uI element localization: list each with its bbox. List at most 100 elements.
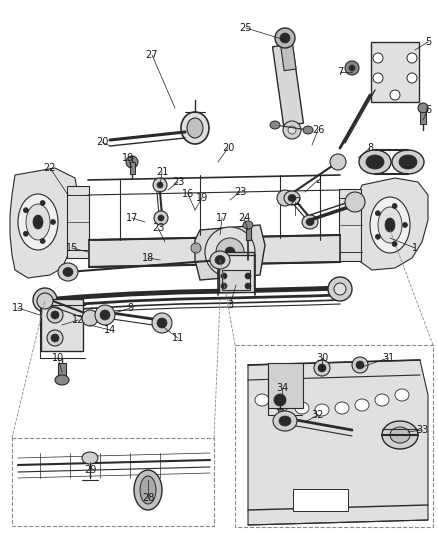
Text: 15: 15: [66, 243, 78, 253]
Ellipse shape: [373, 73, 383, 83]
Ellipse shape: [284, 191, 300, 205]
Ellipse shape: [352, 357, 368, 373]
Ellipse shape: [375, 211, 380, 216]
Bar: [371, 42, 419, 102]
Bar: [278, 409, 283, 419]
Ellipse shape: [243, 221, 253, 229]
Text: 13: 13: [12, 303, 24, 313]
Ellipse shape: [55, 375, 69, 385]
Ellipse shape: [392, 150, 424, 174]
Ellipse shape: [407, 53, 417, 63]
Ellipse shape: [275, 28, 295, 48]
Ellipse shape: [23, 208, 28, 213]
Text: 19: 19: [122, 153, 134, 163]
Ellipse shape: [375, 235, 380, 239]
Ellipse shape: [273, 411, 297, 431]
Ellipse shape: [283, 121, 301, 139]
Ellipse shape: [152, 313, 172, 333]
Ellipse shape: [407, 73, 417, 83]
Ellipse shape: [349, 65, 355, 71]
Text: 34: 34: [276, 383, 288, 393]
Ellipse shape: [366, 155, 384, 169]
Bar: [12, 438, 214, 526]
Ellipse shape: [334, 283, 346, 295]
Ellipse shape: [288, 195, 296, 201]
Text: 29: 29: [84, 465, 96, 475]
Ellipse shape: [47, 307, 63, 323]
Ellipse shape: [245, 283, 251, 289]
Ellipse shape: [40, 239, 45, 244]
Text: 11: 11: [172, 333, 184, 343]
Ellipse shape: [270, 121, 280, 129]
Ellipse shape: [295, 402, 309, 414]
Ellipse shape: [33, 288, 57, 312]
Ellipse shape: [274, 394, 286, 406]
Polygon shape: [355, 178, 428, 270]
Ellipse shape: [306, 219, 314, 225]
Ellipse shape: [328, 277, 352, 301]
Text: 26: 26: [312, 125, 324, 135]
Ellipse shape: [210, 251, 230, 269]
Bar: [339, 189, 361, 261]
Text: 20: 20: [222, 143, 234, 153]
Ellipse shape: [385, 218, 395, 232]
Ellipse shape: [315, 404, 329, 416]
Ellipse shape: [154, 211, 168, 225]
Ellipse shape: [18, 194, 58, 250]
Text: 9: 9: [127, 303, 133, 313]
Ellipse shape: [378, 207, 402, 243]
Text: 1: 1: [412, 243, 418, 253]
Ellipse shape: [255, 394, 269, 406]
Bar: [222, 270, 250, 290]
Ellipse shape: [225, 247, 235, 257]
Ellipse shape: [302, 215, 318, 229]
Ellipse shape: [26, 204, 50, 240]
Bar: [235, 345, 433, 527]
Text: 2: 2: [315, 175, 321, 185]
Ellipse shape: [216, 238, 244, 266]
Ellipse shape: [187, 118, 203, 138]
Bar: [130, 162, 134, 174]
Ellipse shape: [275, 399, 289, 411]
Bar: [293, 489, 347, 511]
Ellipse shape: [314, 360, 330, 376]
Bar: [58, 362, 66, 377]
Text: 17: 17: [126, 213, 138, 223]
Text: 23: 23: [234, 187, 246, 197]
Text: 20: 20: [96, 137, 108, 147]
Ellipse shape: [181, 112, 209, 144]
Bar: [67, 186, 89, 258]
Ellipse shape: [330, 154, 346, 170]
Ellipse shape: [37, 293, 53, 309]
Ellipse shape: [245, 273, 251, 279]
Ellipse shape: [205, 227, 255, 277]
Ellipse shape: [373, 53, 383, 63]
Text: 23: 23: [172, 177, 184, 187]
Ellipse shape: [392, 241, 397, 247]
Ellipse shape: [191, 243, 201, 253]
Ellipse shape: [51, 311, 59, 319]
Ellipse shape: [390, 90, 400, 100]
Bar: [219, 252, 254, 292]
Ellipse shape: [395, 389, 409, 401]
Ellipse shape: [157, 318, 167, 328]
Ellipse shape: [375, 394, 389, 406]
Ellipse shape: [58, 263, 78, 281]
Ellipse shape: [100, 310, 110, 320]
Text: 31: 31: [382, 353, 394, 363]
Polygon shape: [10, 168, 78, 278]
Bar: [272, 44, 304, 126]
Ellipse shape: [335, 402, 349, 414]
Text: 10: 10: [52, 353, 64, 363]
Text: 3: 3: [227, 300, 233, 310]
Text: 12: 12: [72, 315, 84, 325]
Ellipse shape: [392, 204, 397, 208]
Ellipse shape: [95, 305, 115, 325]
Ellipse shape: [288, 126, 296, 134]
Ellipse shape: [63, 268, 73, 277]
Ellipse shape: [221, 273, 227, 279]
Ellipse shape: [47, 330, 63, 346]
Text: 28: 28: [142, 493, 154, 503]
Ellipse shape: [82, 310, 98, 326]
Text: 7: 7: [337, 67, 343, 77]
